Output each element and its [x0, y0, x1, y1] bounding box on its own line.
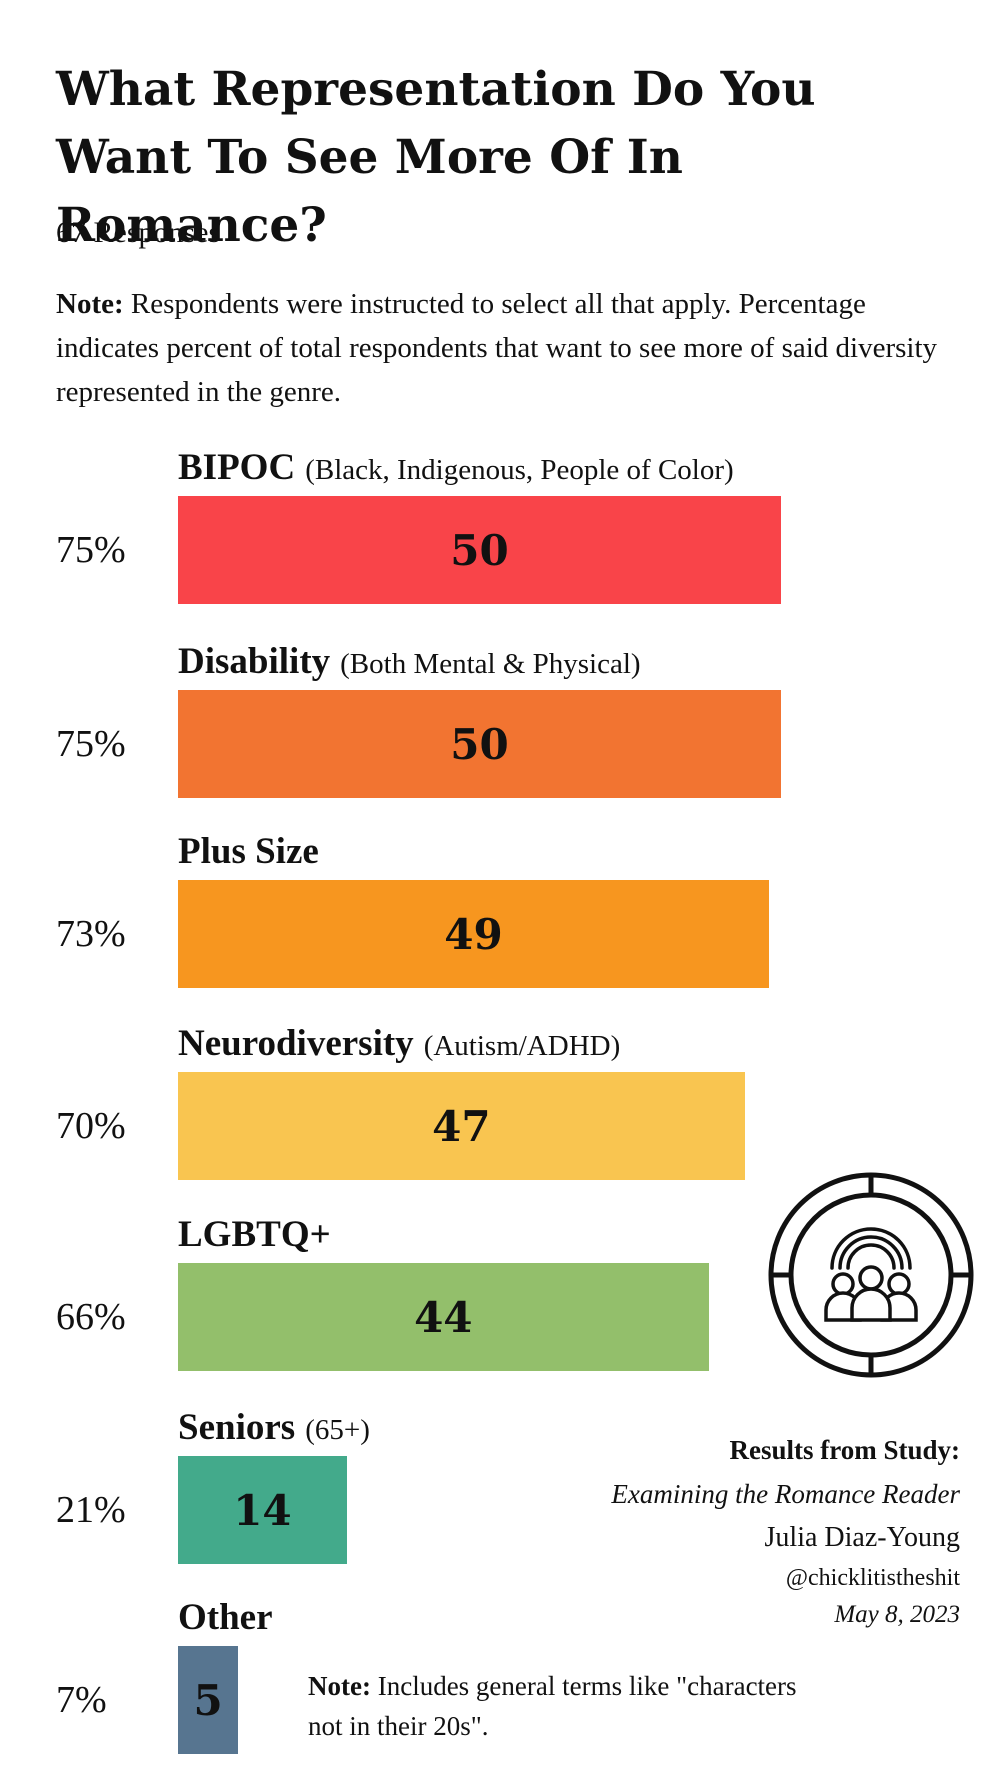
other-note: Note: Includes general terms like "chara… [308, 1666, 808, 1746]
bar: 44 [178, 1263, 709, 1371]
percentage-label: 75% [56, 529, 126, 571]
bar: 50 [178, 496, 781, 604]
bar-value-label: 47 [432, 1101, 491, 1151]
category-qualifier: (Autism/ADHD) [423, 1030, 621, 1062]
bar-value-label: 50 [450, 525, 509, 575]
credits-heading: Results from Study: [729, 1435, 960, 1465]
category-label: Neurodiversity (Autism/ADHD) [178, 1022, 620, 1065]
category-label: Seniors (65+) [178, 1406, 370, 1449]
category-qualifier: (Black, Indigenous, People of Color) [305, 454, 734, 486]
percentage-label: 7% [56, 1679, 107, 1721]
category-name: Disability [178, 641, 331, 682]
bar-value-label: 14 [233, 1485, 292, 1535]
method-note-label: Note: [56, 288, 124, 320]
study-title: Examining the Romance Reader [611, 1479, 960, 1509]
bar-value-label: 44 [414, 1292, 473, 1342]
category-name: Other [178, 1597, 273, 1638]
category-name: BIPOC [178, 447, 296, 488]
category-qualifier: (Both Mental & Physical) [340, 648, 641, 680]
bar: 50 [178, 690, 781, 798]
category-name: LGBTQ+ [178, 1214, 331, 1255]
category-qualifier: (65+) [305, 1414, 370, 1446]
bar-value-label: 49 [444, 909, 503, 959]
category-name: Neurodiversity [178, 1023, 414, 1064]
method-note-text: Respondents were instructed to select al… [56, 288, 938, 408]
category-label: LGBTQ+ [178, 1213, 331, 1256]
bar: 14 [178, 1456, 347, 1564]
study-credits: Results from Study: Examining the Romanc… [611, 1428, 960, 1634]
category-label: BIPOC (Black, Indigenous, People of Color… [178, 446, 734, 489]
category-label: Plus Size [178, 830, 319, 873]
percentage-label: 70% [56, 1105, 126, 1147]
bar: 5 [178, 1646, 239, 1754]
chart-title: What Representation Do You Want To See M… [56, 62, 816, 253]
author-name: Julia Diaz-Young [764, 1522, 960, 1553]
category-label: Other [178, 1596, 273, 1639]
study-date: May 8, 2023 [834, 1601, 960, 1628]
percentage-label: 66% [56, 1296, 126, 1338]
bar: 49 [178, 880, 769, 988]
percentage-label: 75% [56, 723, 126, 765]
other-note-text: Includes general terms like "characters … [308, 1671, 797, 1741]
bar-value-label: 50 [450, 719, 509, 769]
category-label: Disability (Both Mental & Physical) [178, 640, 641, 683]
bar: 47 [178, 1072, 745, 1180]
percentage-label: 73% [56, 913, 126, 955]
author-handle: @chicklitistheshit [785, 1565, 960, 1591]
method-note: Note: Respondents were instructed to sel… [56, 282, 956, 414]
percentage-label: 21% [56, 1489, 126, 1531]
bar-value-label: 5 [193, 1675, 223, 1725]
other-note-label: Note: [308, 1671, 371, 1701]
category-name: Plus Size [178, 831, 319, 872]
response-count: 67 Responses [56, 216, 221, 249]
category-name: Seniors [178, 1407, 296, 1448]
diverse-people-rainbow-icon [768, 1172, 974, 1378]
